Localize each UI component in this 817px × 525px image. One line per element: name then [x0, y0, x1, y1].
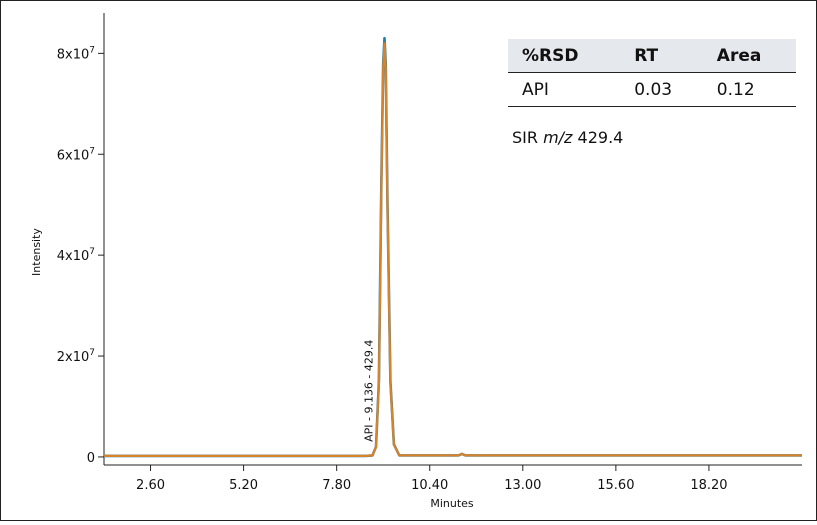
- cell-rt-rsd: 0.03: [620, 72, 703, 107]
- y-tick-label: 6x107: [57, 146, 95, 163]
- mz-italic: m/z: [543, 128, 573, 147]
- y-axis-title: Intensity: [30, 228, 43, 276]
- table-row: API 0.03 0.12: [508, 72, 796, 107]
- header-area: Area: [702, 39, 796, 73]
- chromatogram-trace-2: [104, 42, 802, 457]
- x-tick-label: 5.20: [229, 478, 258, 493]
- y-tick-label: 0: [87, 451, 95, 466]
- y-tick-label: 8x107: [57, 45, 95, 62]
- sir-prefix: SIR: [512, 128, 544, 147]
- x-tick-label: 13.00: [504, 478, 541, 493]
- cell-compound: API: [508, 72, 621, 107]
- x-tick-label: 7.80: [322, 478, 351, 493]
- x-tick-label: 18.20: [690, 478, 727, 493]
- x-axis-title: Minutes: [430, 497, 474, 510]
- sir-mz-label: SIR m/z 429.4: [512, 128, 623, 147]
- sir-mz-value: 429.4: [572, 128, 624, 147]
- x-tick-label: 2.60: [136, 478, 165, 493]
- table-header-row: %RSD RT Area: [508, 39, 796, 73]
- cell-area-rsd: 0.12: [702, 72, 796, 107]
- y-tick-label: 2x107: [57, 348, 95, 365]
- header-rsd: %RSD: [508, 39, 621, 73]
- header-rt: RT: [620, 39, 703, 73]
- x-tick-label: 10.40: [411, 478, 448, 493]
- rsd-results-table: %RSD RT Area API 0.03 0.12: [508, 39, 796, 107]
- peak-annotation: API - 9.136 - 429.4: [362, 340, 375, 442]
- y-tick-label: 4x107: [57, 247, 95, 264]
- x-tick-label: 15.60: [597, 478, 634, 493]
